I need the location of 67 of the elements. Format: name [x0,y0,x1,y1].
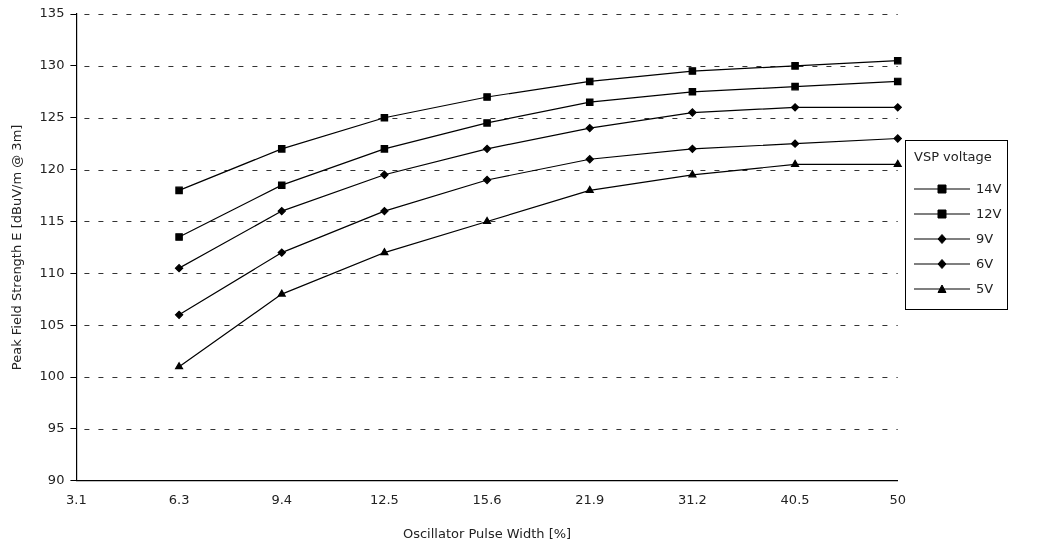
point [380,170,389,179]
point [175,186,183,195]
y-tick-label: 115 [39,212,65,228]
x-tick-label: 9.4 [271,491,293,507]
point [790,103,800,112]
point [688,108,697,117]
point [893,134,902,143]
point [482,144,492,154]
point [175,233,183,241]
point [380,247,389,256]
point [893,103,902,112]
point [482,175,492,185]
legend-label: 14V [976,181,1002,196]
point [688,67,697,75]
x-tick-label: 3.1 [66,491,87,507]
point [174,310,184,320]
point [380,145,389,153]
point [688,170,697,178]
point [380,113,389,122]
point [174,263,184,273]
legend-title: VSP voltage [914,149,993,164]
point [688,88,697,96]
legend-label: 5V [976,281,994,296]
y-tick-label: 100 [39,368,65,384]
point [483,93,491,101]
point [175,362,184,370]
point [585,155,594,164]
point [277,289,286,297]
x-tick-label: 21.9 [575,491,605,507]
y-axis-title: Peak Field Strength E [dBuV/m @ 3m] [9,124,25,371]
x-tick-label: 15.6 [472,491,502,507]
y-tick-label: 95 [47,420,65,436]
x-axis-title: Oscillator Pulse Width [%] [402,525,572,541]
x-tick-label: 50 [889,491,906,507]
point [791,62,799,70]
point [277,248,286,257]
legend-label: 9V [976,231,994,246]
point [585,77,594,86]
point [791,159,800,168]
point [893,56,902,65]
x-tick-label: 6.3 [168,491,190,507]
point [277,145,286,153]
point [585,98,594,106]
y-tick-label: 105 [39,316,65,332]
y-tick-label: 135 [39,5,65,21]
point [893,159,902,168]
point [483,119,491,127]
point [790,139,800,148]
point [585,123,594,133]
x-tick-label: 12.5 [369,491,399,507]
legend-label: 6V [976,256,994,271]
point [380,206,389,216]
point [585,185,594,193]
point [688,144,697,154]
point [791,82,799,91]
legend-label: 12V [976,206,1002,221]
point [277,206,286,216]
x-tick-label: 31.2 [677,491,707,507]
y-tick-label: 125 [39,109,65,125]
point [277,181,286,189]
point [893,77,902,86]
y-tick-label: 130 [39,57,65,73]
y-tick-label: 110 [39,264,65,280]
y-tick-label: 90 [47,472,65,488]
y-tick-label: 120 [39,160,65,176]
point [483,216,492,225]
x-tick-label: 40.5 [780,491,810,507]
